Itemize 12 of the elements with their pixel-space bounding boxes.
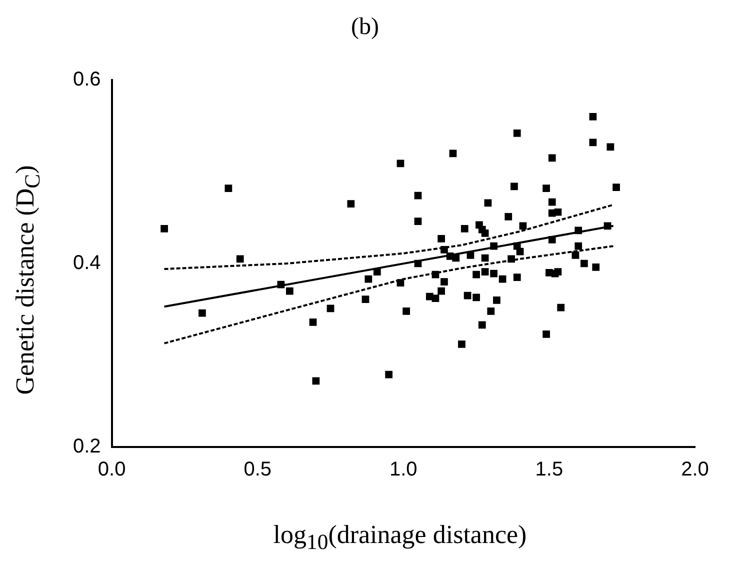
x-axis-title: log$_{10}$(drainage distance) <box>272 520 528 556</box>
x-tick-label: 0.5 <box>244 458 272 481</box>
y-tick-label: 0.6 <box>72 68 101 91</box>
y-tick-label: 0.2 <box>72 436 101 458</box>
x-tick-label: 1.0 <box>389 458 418 481</box>
x-tick-label: 1.5 <box>535 458 564 481</box>
line-series <box>163 204 614 270</box>
y-tick-label: 0.4 <box>72 252 101 274</box>
chart-title: (b) <box>350 14 380 41</box>
x-tick-label: 0.0 <box>98 458 126 481</box>
line-series <box>163 245 614 344</box>
x-tick-label: 2.0 <box>681 458 709 481</box>
